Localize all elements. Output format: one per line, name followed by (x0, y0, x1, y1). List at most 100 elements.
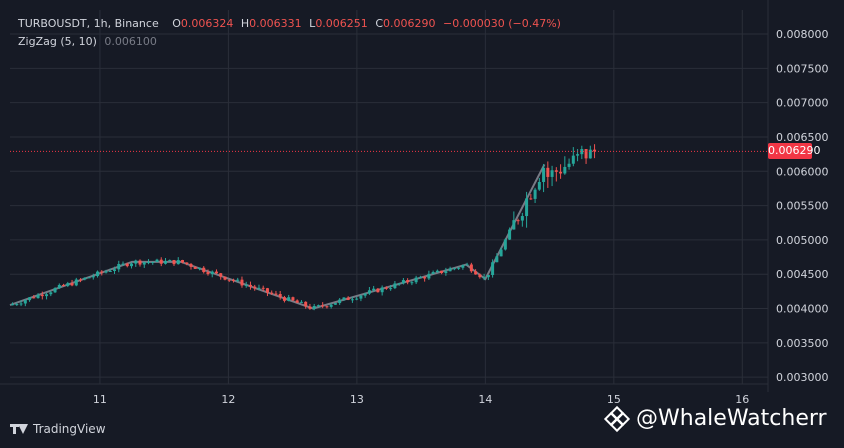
candle-body (295, 300, 299, 303)
x-tick-label: 16 (735, 393, 749, 406)
candle-body (189, 263, 193, 267)
candle-body (227, 279, 231, 281)
candle-body (401, 280, 405, 284)
candle-body (49, 292, 53, 295)
candle-body (457, 267, 461, 269)
x-tick-label: 12 (221, 393, 235, 406)
candle-body (363, 293, 367, 296)
candle-body (397, 283, 401, 285)
candle-body (100, 271, 104, 273)
candle-body (393, 283, 397, 289)
binance-diamond-icon (603, 405, 631, 432)
candle-body (270, 292, 274, 294)
x-tick-label: 15 (607, 393, 621, 406)
y-tick-label: 0.005500 (776, 200, 829, 213)
y-tick-label: 0.006500 (776, 131, 829, 144)
x-tick-label: 14 (478, 393, 492, 406)
candle-body (214, 271, 218, 274)
candle-body (542, 167, 546, 182)
candle-body (87, 277, 91, 279)
candle-body (32, 297, 36, 299)
candle-body (406, 280, 410, 283)
candle-body (159, 259, 163, 264)
candle-body (36, 294, 40, 299)
candle-body (410, 282, 414, 284)
y-tick-label: 0.007000 (776, 97, 829, 110)
candle-body (342, 297, 346, 300)
y-tick-label: 0.003500 (776, 337, 829, 350)
y-tick-label: 0.003000 (776, 371, 829, 384)
candle-body (588, 149, 592, 159)
candle-body (546, 167, 550, 177)
candle-body (563, 166, 567, 174)
candle-body (508, 229, 512, 240)
watermark-text: @WhaleWatcherr (636, 406, 827, 431)
candle-body (19, 303, 23, 305)
candle-body (452, 268, 456, 270)
candle-body (389, 288, 393, 290)
candle-body (554, 170, 558, 172)
candle-body (236, 279, 240, 281)
candle-body (559, 171, 563, 174)
candle-body (172, 260, 176, 265)
low-label: L (309, 17, 316, 30)
close-label: C (375, 17, 383, 30)
high-value: 0.006331 (249, 17, 302, 30)
candle-body (130, 263, 134, 267)
open-value: 0.006324 (180, 17, 234, 30)
candle-body (282, 297, 286, 301)
high-label: H (240, 17, 250, 30)
indicator-legend[interactable]: ZigZag (5, 10) 0.006100 (18, 35, 157, 48)
candle-body (253, 286, 257, 289)
candle-body (520, 216, 524, 221)
candle-body (593, 149, 597, 152)
low-value: 0.006251 (315, 17, 368, 30)
candle-body (79, 279, 83, 281)
candle-body (104, 271, 108, 273)
open-label: O (172, 17, 181, 30)
candle-body (299, 301, 303, 303)
candle-body (525, 198, 529, 217)
candle-body (142, 262, 146, 265)
candle-body (257, 287, 261, 289)
candle-body (219, 273, 223, 277)
candle-body (376, 288, 380, 293)
indicator-value: 0.006100 (104, 35, 157, 48)
candle-body (147, 262, 151, 264)
candle-body (350, 299, 354, 301)
price-axis[interactable]: 0.008000 0.007500 0.007000 0.006500 0.006000… (776, 28, 829, 384)
gridlines (0, 0, 769, 392)
candle-body (580, 149, 584, 155)
time-axis[interactable]: 11 12 13 14 15 16 (93, 393, 749, 406)
candle-body (533, 189, 537, 199)
candle-body (261, 287, 265, 289)
candle-body (155, 259, 159, 263)
tradingview-logo[interactable]: TradingView (10, 422, 106, 436)
candle-body (53, 288, 57, 293)
candle-body (316, 305, 320, 307)
candle-body (461, 265, 465, 268)
candle-body (584, 149, 588, 159)
candle-body (329, 304, 333, 307)
candle-body (384, 287, 388, 289)
candle-body (414, 277, 418, 283)
indicator-name[interactable]: ZigZag (5, 10) (18, 35, 97, 48)
candle-body (312, 305, 316, 309)
candle-body (70, 283, 74, 286)
candle-body (197, 267, 201, 269)
candle-body (435, 270, 439, 273)
candle-body (113, 269, 117, 272)
x-tick-label: 11 (93, 393, 107, 406)
candle-body (571, 155, 575, 164)
close-value: 0.006290 (383, 17, 436, 30)
candle-body (248, 284, 252, 287)
candle-body (151, 262, 155, 264)
candle-body (537, 181, 541, 190)
candle-body (96, 271, 100, 277)
candle-body (202, 267, 206, 273)
symbol-title[interactable]: TURBOUSDT, 1h, Binance (18, 17, 159, 30)
candle-body (529, 198, 533, 200)
candle-body (57, 284, 61, 289)
